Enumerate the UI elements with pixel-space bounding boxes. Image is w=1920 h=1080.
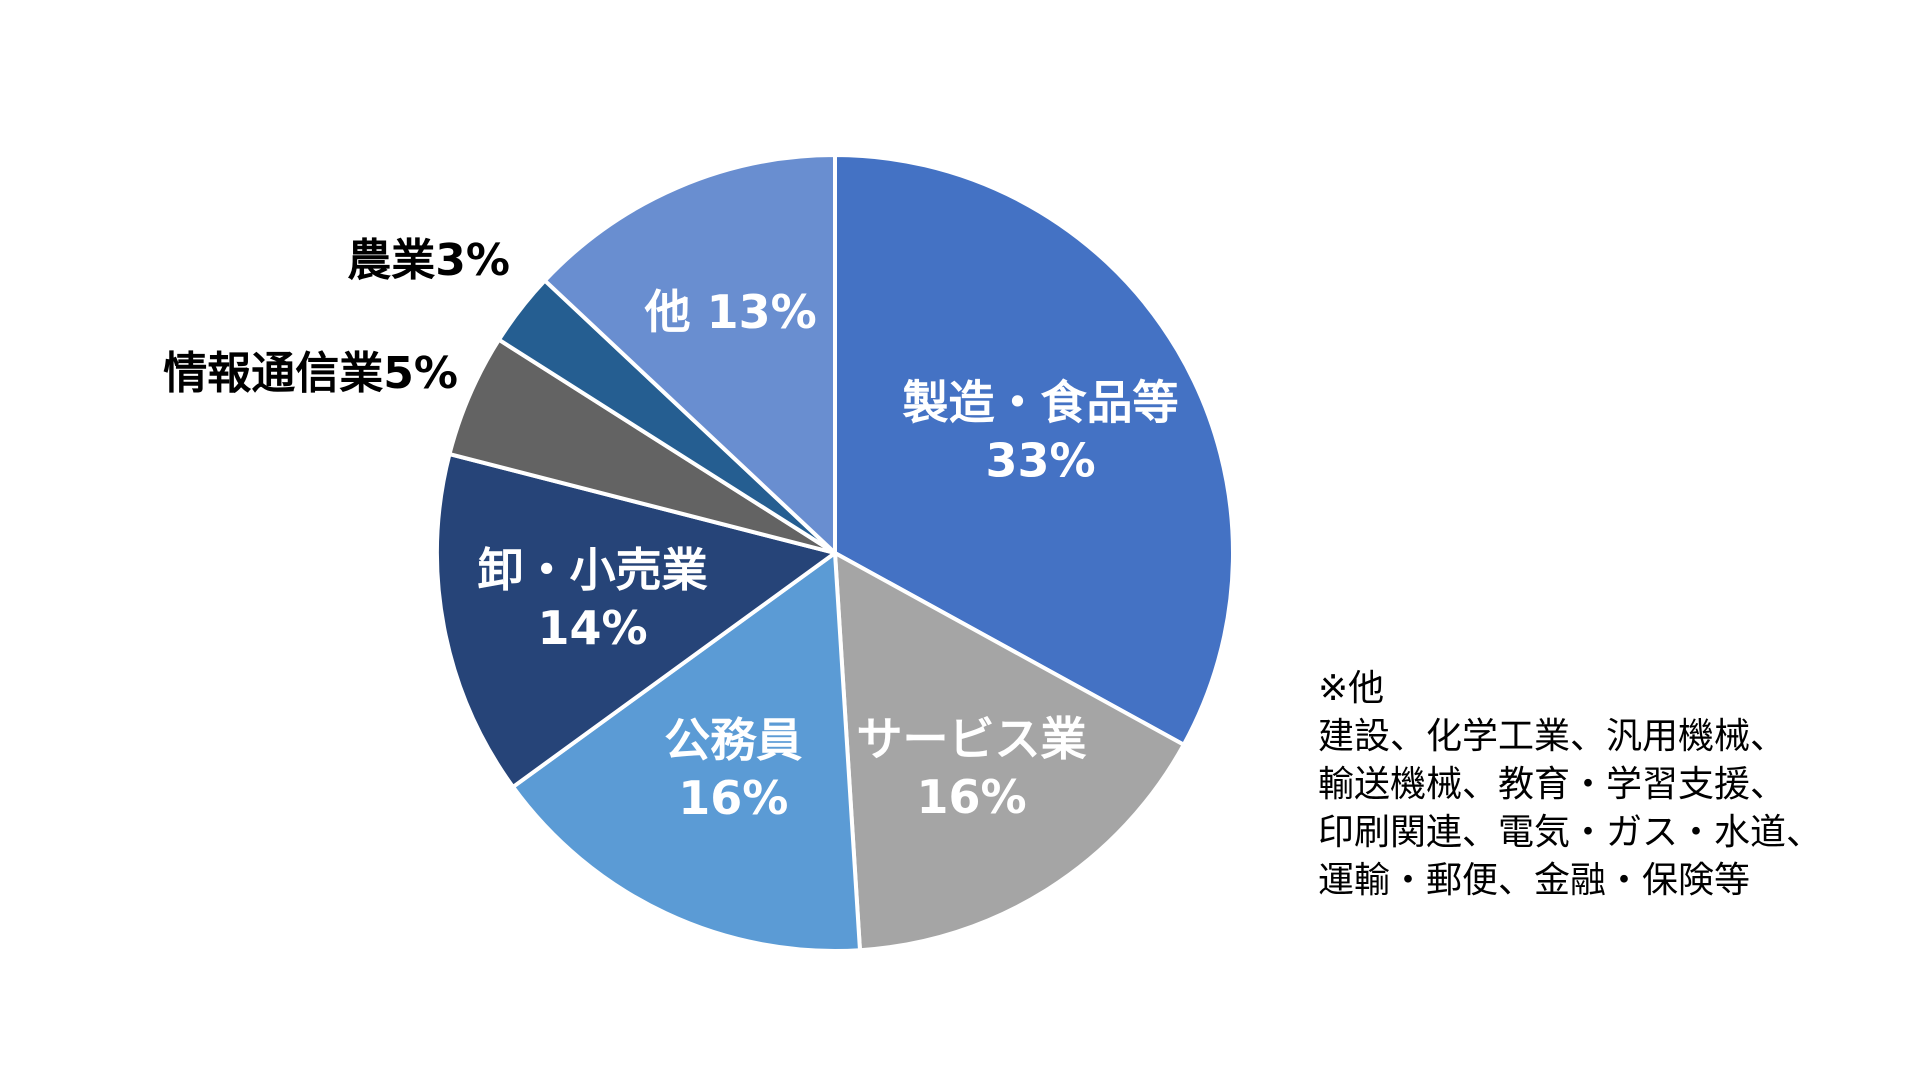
slice-label-4: 卸・小売業 14%: [478, 543, 708, 655]
slice-label-5: 情報通信業5%: [163, 348, 458, 399]
slice-label-1: 製造・食品等 33%: [903, 375, 1179, 487]
note-title: ※他: [1318, 668, 1385, 709]
slice-label-6: 農業3%: [347, 235, 510, 286]
pie-labels: 製造・食品等 33% サービス業 16% 公務員 16% 卸・小売業 14% 情報通信業5% 農業…: [163, 235, 1178, 825]
note-line-1: 建設、化学工業、汎用機械、: [1318, 716, 1787, 757]
slice-label-3: 公務員 16%: [664, 713, 802, 825]
pie-slice-3: [511, 551, 862, 953]
pie-slice-1: [833, 153, 1235, 747]
slice-label-2: サービス業 16%: [857, 712, 1087, 824]
pie-slice-4: [435, 452, 837, 789]
pie-slices: [435, 153, 1235, 953]
note-line-2: 輸送機械、教育・学習支援、: [1318, 764, 1787, 805]
slice-label-7: 他 13%: [644, 285, 817, 339]
pie-slice-2: [833, 551, 1186, 953]
note-line-3: 印刷関連、電気・ガス・水道、: [1318, 812, 1823, 853]
pie-slice-7: [542, 153, 837, 555]
note-line-4: 運輸・郵便、金融・保険等: [1318, 860, 1751, 901]
other-note: ※他 建設、化学工業、汎用機械、 輸送機械、教育・学習支援、 印刷関連、電気・ガ…: [1318, 665, 1898, 905]
